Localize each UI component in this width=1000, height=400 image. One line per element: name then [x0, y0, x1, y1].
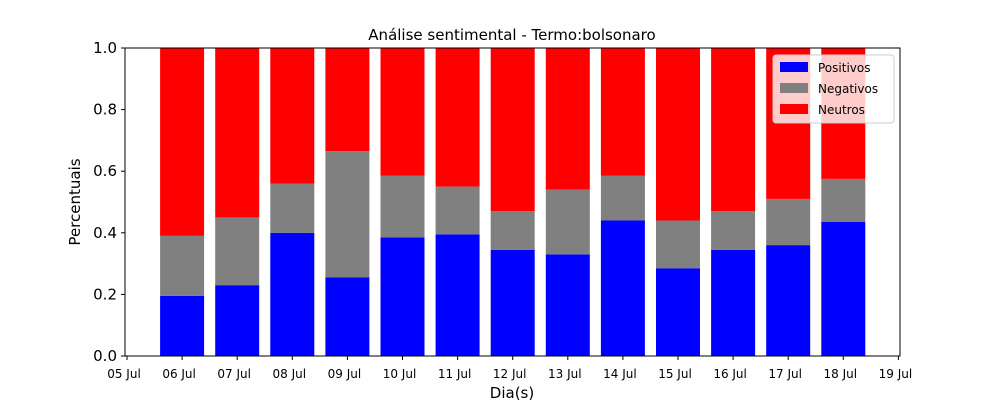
- y-tick-label: 0.4: [93, 224, 117, 242]
- bars-group: [160, 48, 866, 356]
- legend-label-positivos: Positivos: [818, 61, 870, 75]
- y-tick-label: 0.2: [93, 285, 117, 303]
- x-tick-label: 12 Jul: [493, 367, 527, 381]
- bar-positivos-09-jul: [325, 277, 370, 356]
- bar-negativos-15-jul: [656, 220, 700, 269]
- bar-negativos-18-jul: [821, 178, 866, 223]
- bar-negativos-09-jul: [325, 151, 370, 278]
- bar-positivos-08-jul: [270, 232, 315, 356]
- x-tick-label: 06 Jul: [162, 367, 196, 381]
- bar-neutros-10-jul: [380, 48, 425, 176]
- bar-neutros-08-jul: [270, 48, 315, 184]
- x-tick-label: 11 Jul: [438, 367, 472, 381]
- y-tick-label: 1.0: [93, 39, 117, 57]
- bar-neutros-11-jul: [435, 48, 480, 187]
- bar-neutros-07-jul: [215, 48, 260, 218]
- bar-negativos-07-jul: [215, 217, 260, 286]
- bar-neutros-06-jul: [160, 48, 205, 236]
- x-axis-label: Dia(s): [490, 384, 534, 400]
- bar-positivos-18-jul: [821, 222, 866, 356]
- legend-swatch-positivos: [780, 62, 808, 72]
- bar-neutros-14-jul: [600, 48, 645, 176]
- x-tick-label: 08 Jul: [273, 367, 307, 381]
- bar-neutros-09-jul: [325, 48, 370, 152]
- y-axis-label: Percentuais: [66, 158, 84, 245]
- x-tick-label: 18 Jul: [824, 367, 858, 381]
- bar-negativos-17-jul: [766, 198, 811, 246]
- bar-positivos-17-jul: [766, 245, 811, 356]
- bar-positivos-11-jul: [435, 234, 480, 356]
- legend-label-negativos: Negativos: [818, 82, 878, 96]
- x-tick-label: 15 Jul: [658, 367, 692, 381]
- legend: Positivos Negativos Neutros: [772, 54, 895, 124]
- bar-negativos-10-jul: [380, 175, 425, 238]
- bar-positivos-16-jul: [711, 249, 756, 356]
- bar-negativos-14-jul: [600, 175, 645, 221]
- x-tick-label: 09 Jul: [328, 367, 362, 381]
- bar-neutros-13-jul: [545, 48, 590, 190]
- bar-negativos-06-jul: [160, 235, 205, 296]
- y-tick-label: 0.0: [93, 347, 117, 365]
- bar-negativos-13-jul: [545, 189, 590, 255]
- y-tick-label: 0.6: [93, 162, 117, 180]
- bar-positivos-10-jul: [380, 237, 425, 356]
- bar-positivos-06-jul: [160, 295, 205, 356]
- bar-positivos-12-jul: [490, 249, 535, 356]
- x-tick-label: 19 Jul: [879, 367, 913, 381]
- bar-positivos-15-jul: [656, 268, 700, 356]
- bar-negativos-16-jul: [711, 211, 756, 250]
- x-tick-label: 07 Jul: [217, 367, 251, 381]
- bar-negativos-08-jul: [270, 183, 315, 233]
- bar-neutros-16-jul: [711, 48, 756, 212]
- y-tick-label: 0.8: [93, 101, 117, 119]
- x-tick-label: 17 Jul: [768, 367, 802, 381]
- y-axis: 0.0 0.2 0.4 0.6 0.8 1.0: [93, 39, 125, 365]
- legend-swatch-neutros: [780, 104, 808, 114]
- bar-neutros-15-jul: [656, 48, 700, 221]
- x-tick-label: 16 Jul: [713, 367, 747, 381]
- bar-positivos-07-jul: [215, 285, 260, 356]
- bar-positivos-13-jul: [545, 254, 590, 356]
- bar-neutros-12-jul: [490, 48, 535, 212]
- x-tick-label: 10 Jul: [383, 367, 417, 381]
- legend-swatch-negativos: [780, 83, 808, 93]
- x-axis: 05 Jul 06 Jul 07 Jul 08 Jul 09 Jul 10 Jul 11 J…: [107, 356, 912, 381]
- chart-title: Análise sentimental - Termo:bolsonaro: [368, 26, 655, 44]
- legend-label-neutros: Neutros: [818, 103, 865, 117]
- bar-negativos-11-jul: [435, 186, 480, 235]
- x-tick-label: 05 Jul: [107, 367, 141, 381]
- bar-positivos-14-jul: [600, 220, 645, 356]
- x-tick-label: 13 Jul: [548, 367, 582, 381]
- bar-negativos-12-jul: [490, 211, 535, 250]
- x-tick-label: 14 Jul: [603, 367, 637, 381]
